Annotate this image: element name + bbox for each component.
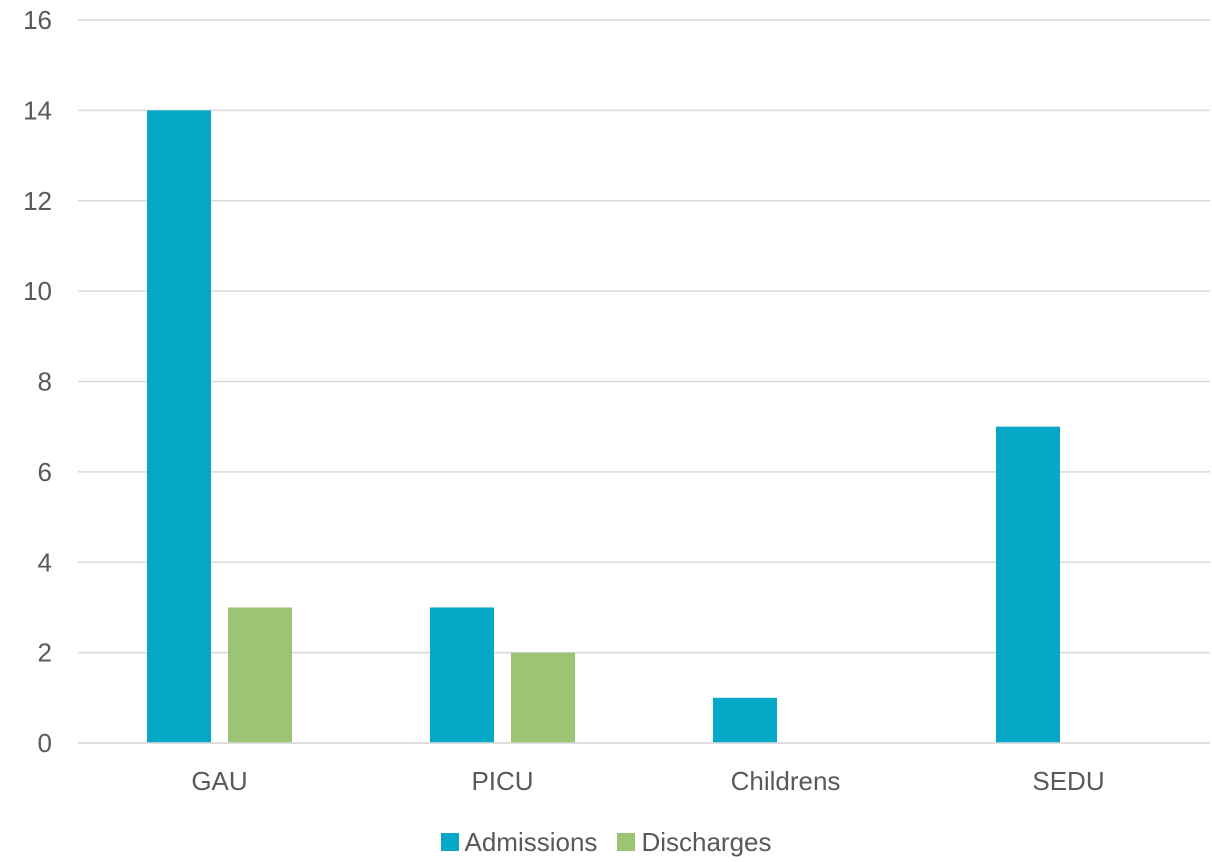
y-tick-label: 2 — [38, 638, 52, 668]
x-category-label: PICU — [471, 766, 533, 796]
x-category-label: GAU — [191, 766, 247, 796]
bar-admissions-gau — [147, 110, 211, 743]
x-axis-category-labels: GAU PICU Childrens SEDU — [191, 766, 1104, 796]
y-tick-label: 4 — [38, 547, 52, 577]
legend-label-admissions: Admissions — [464, 826, 598, 857]
y-tick-label: 10 — [23, 276, 52, 306]
y-tick-label: 8 — [38, 367, 52, 397]
bar-discharges-gau — [228, 607, 292, 743]
y-tick-label: 0 — [38, 728, 52, 758]
y-tick-label: 14 — [23, 95, 52, 125]
y-tick-label: 6 — [38, 457, 52, 487]
x-category-label: Childrens — [731, 766, 841, 796]
legend-item-discharges: Discharges — [617, 826, 772, 858]
y-tick-label: 16 — [23, 5, 52, 35]
bar-admissions-childrens — [713, 697, 777, 743]
bar-admissions-sedu — [996, 426, 1060, 743]
legend: Admissions Discharges — [0, 822, 1212, 862]
bar-discharges-picu — [511, 652, 575, 743]
bar-admissions-picu — [430, 607, 494, 743]
bars — [147, 110, 1060, 743]
legend-swatch-admissions — [440, 833, 459, 851]
y-axis-tick-labels: 0 2 4 6 8 10 12 14 16 — [23, 5, 52, 758]
legend-swatch-discharges — [617, 833, 636, 851]
legend-label-discharges: Discharges — [641, 826, 772, 857]
legend-item-admissions: Admissions — [440, 826, 598, 858]
x-category-label: SEDU — [1032, 766, 1104, 796]
y-tick-label: 12 — [23, 186, 52, 216]
